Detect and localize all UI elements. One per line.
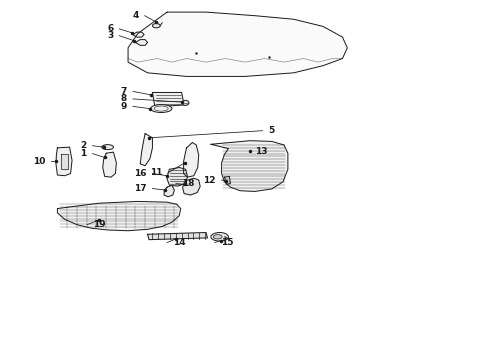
Text: 7: 7 [121, 87, 127, 96]
Text: 15: 15 [220, 238, 233, 247]
Circle shape [182, 100, 189, 105]
Text: 3: 3 [107, 31, 114, 40]
Text: 14: 14 [173, 238, 186, 247]
Ellipse shape [152, 23, 160, 28]
Text: 17: 17 [134, 184, 147, 193]
Text: 13: 13 [255, 147, 267, 156]
Text: 16: 16 [134, 169, 147, 178]
Polygon shape [133, 32, 144, 37]
Ellipse shape [213, 235, 222, 239]
Ellipse shape [102, 145, 114, 150]
Text: 12: 12 [203, 176, 216, 185]
Polygon shape [103, 152, 116, 177]
Text: 8: 8 [121, 94, 127, 103]
Text: 10: 10 [33, 157, 45, 166]
Polygon shape [56, 147, 72, 176]
Text: 19: 19 [93, 220, 106, 229]
Polygon shape [184, 143, 199, 177]
Text: 5: 5 [269, 126, 274, 135]
Polygon shape [147, 233, 207, 240]
Ellipse shape [150, 105, 172, 112]
Text: 9: 9 [121, 102, 127, 111]
Polygon shape [224, 176, 230, 184]
Text: 18: 18 [182, 179, 194, 188]
Polygon shape [164, 185, 174, 197]
Polygon shape [211, 141, 288, 192]
Polygon shape [61, 154, 68, 168]
Text: 1: 1 [80, 149, 87, 158]
Ellipse shape [211, 233, 228, 241]
Polygon shape [57, 202, 181, 231]
Polygon shape [152, 93, 184, 107]
Polygon shape [140, 134, 152, 166]
Polygon shape [135, 40, 147, 45]
Polygon shape [128, 12, 347, 76]
Text: 11: 11 [149, 168, 162, 177]
Text: 4: 4 [132, 11, 139, 20]
Polygon shape [183, 178, 200, 195]
Text: 2: 2 [80, 141, 87, 150]
Polygon shape [167, 167, 188, 186]
Text: 6: 6 [107, 24, 114, 33]
